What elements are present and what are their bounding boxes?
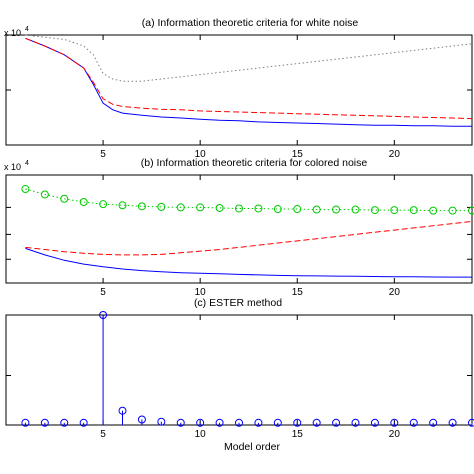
stem-marker	[235, 418, 243, 427]
series-marker	[409, 206, 418, 215]
x-tick-label: 15	[292, 287, 304, 298]
panel-c-title: (c) ESTER method	[194, 297, 282, 309]
x-tick-label: 5	[100, 149, 106, 160]
series-marker	[332, 205, 341, 214]
stem-marker	[409, 418, 418, 427]
stem-marker	[468, 418, 474, 427]
panel-a-title: (a) Information theoretic criteria for w…	[142, 17, 359, 29]
series-marker	[429, 206, 438, 215]
series-marker	[390, 206, 399, 215]
stem-marker	[312, 418, 321, 427]
series-marker	[254, 204, 263, 213]
x-tick-label: 10	[195, 149, 207, 160]
series-marker	[79, 198, 88, 206]
series-line-2	[25, 34, 473, 82]
series-marker	[273, 205, 282, 214]
panel-a-exponent-power: 4	[25, 26, 29, 33]
x-tick-label: 20	[389, 429, 401, 440]
panel-c: 5 10 15 20	[5, 311, 474, 440]
panel-1-frame	[5, 174, 473, 284]
x-tick-label: 10	[195, 287, 207, 298]
stem-marker	[99, 311, 108, 319]
x-tick-label: 10	[195, 429, 207, 440]
series-marker	[312, 205, 321, 214]
stem-marker	[196, 418, 205, 427]
series-marker	[448, 206, 457, 215]
stem-marker	[429, 418, 438, 427]
panel-b-title: (b) Information theoretic criteria for c…	[141, 157, 368, 169]
stem-marker	[448, 418, 457, 427]
stem-marker	[176, 418, 185, 427]
series-marker	[157, 202, 166, 211]
stem-marker	[370, 418, 379, 427]
series-marker	[99, 200, 108, 209]
stem-marker	[390, 418, 399, 427]
series-marker	[351, 205, 360, 214]
series-line-2	[25, 188, 472, 212]
x-tick-label: 15	[292, 149, 304, 160]
stem-marker	[273, 418, 282, 427]
series-marker	[370, 206, 379, 215]
panel-2-frame	[5, 314, 473, 426]
series-marker	[293, 205, 302, 214]
stem-marker	[157, 417, 166, 426]
x-tick-label: 20	[389, 149, 401, 160]
series-line-1	[25, 220, 473, 256]
stem-marker	[40, 418, 49, 427]
series-marker	[137, 202, 146, 211]
x-axis-label: Model order	[224, 441, 281, 453]
series-marker	[60, 194, 69, 203]
stem-marker	[60, 418, 69, 427]
stem-marker	[351, 418, 360, 427]
x-tick-label: 20	[389, 287, 401, 298]
stem-marker	[332, 418, 341, 427]
series-line-0	[25, 247, 472, 278]
stem-marker	[79, 418, 88, 427]
series-marker	[40, 190, 49, 199]
stem-marker	[137, 415, 146, 424]
stem-marker	[254, 418, 263, 427]
panel-b: 5 10 15 20	[5, 174, 474, 298]
panel-a: 5 10 15 20	[5, 34, 473, 160]
series-marker	[21, 185, 30, 194]
series-marker	[176, 203, 185, 212]
x-tick-label: 5	[100, 287, 106, 298]
series-marker	[196, 203, 205, 212]
series-marker	[235, 204, 243, 213]
panel-a-exponent-base: x 10	[4, 28, 21, 38]
stem-marker	[293, 418, 302, 427]
series-line-1	[25, 37, 473, 120]
series-line-0	[25, 37, 472, 127]
stem-marker	[21, 418, 30, 427]
x-tick-label: 15	[292, 429, 304, 440]
series-marker	[468, 206, 474, 215]
series-marker	[215, 203, 224, 212]
x-tick-label: 5	[100, 429, 106, 440]
series-marker	[118, 201, 127, 210]
stem-marker	[215, 418, 224, 427]
panel-b-exponent-power: 4	[25, 160, 29, 167]
stem-marker	[118, 406, 127, 415]
panel-b-exponent-base: x 10	[4, 162, 21, 172]
